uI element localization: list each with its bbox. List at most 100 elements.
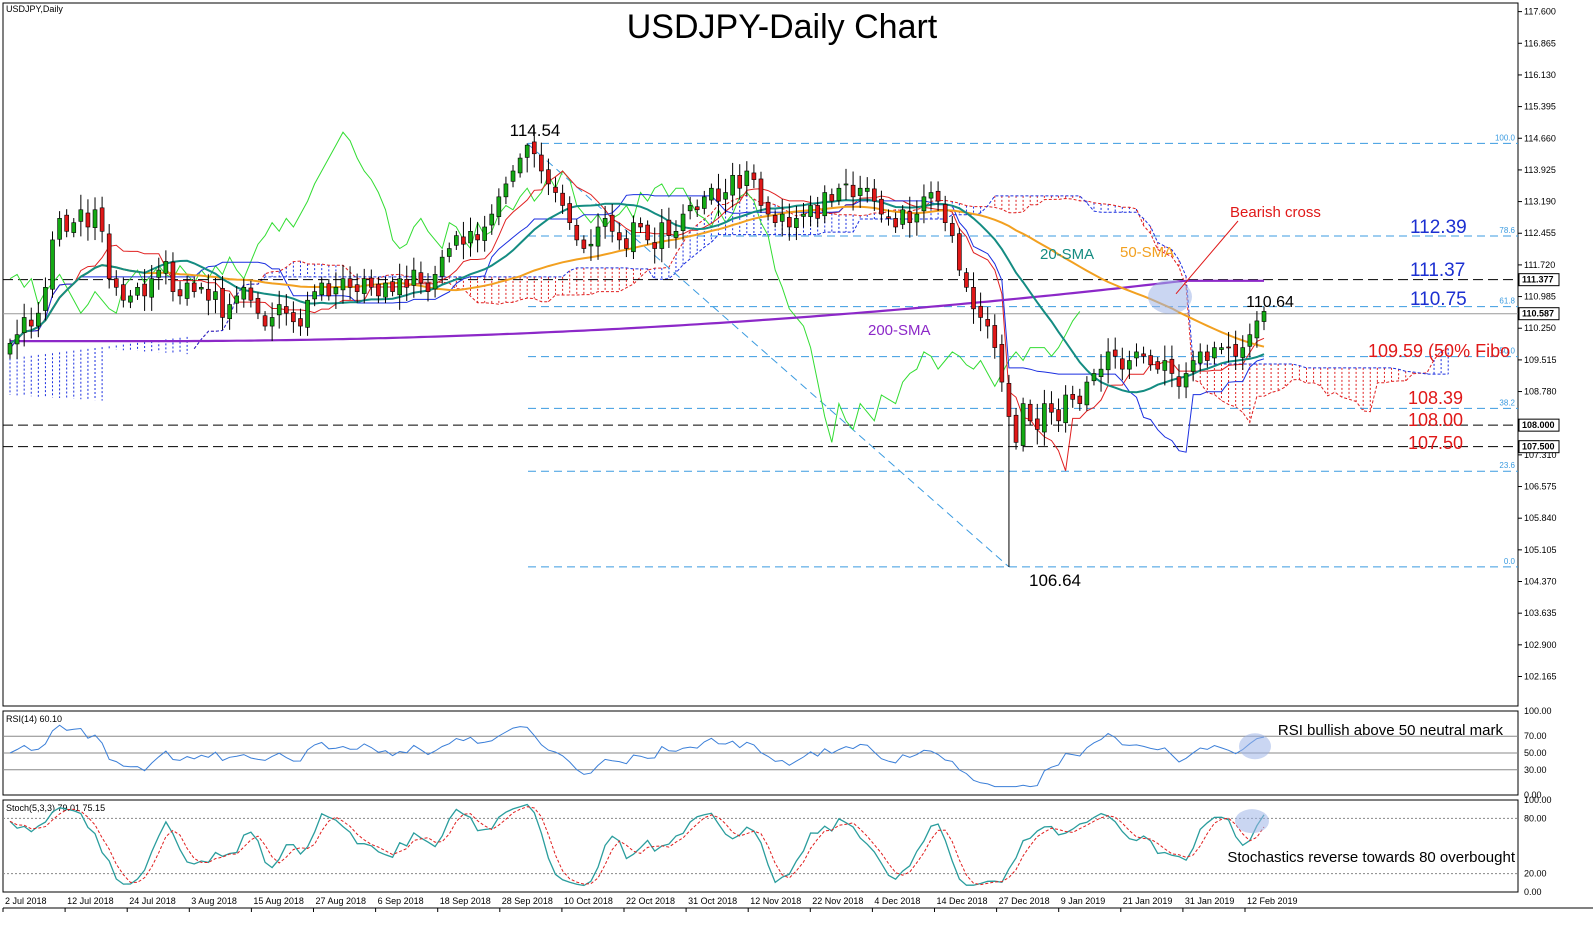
senkou-span-b [193,195,1449,375]
candle-body [864,187,870,192]
candle-body [652,242,658,249]
chart-annotation: 106.64 [1029,571,1081,590]
candle-body [1098,368,1104,377]
candle-body [850,184,856,198]
candle-body [206,288,211,301]
candle-body [333,287,339,295]
candle-body [553,186,558,193]
fib-level-label: 38.2 [1499,398,1515,407]
candle-body [1034,418,1040,430]
candle-body [921,196,927,212]
candle-body [7,343,13,355]
candle-body [191,282,197,292]
candle-body [1020,403,1026,446]
time-axis-label: 12 Jul 2018 [67,896,114,906]
candle-body [312,291,317,300]
candle-body [730,175,735,196]
candle-body [92,209,98,228]
candle-body [1169,358,1175,374]
price-axis-label: 113.190 [1524,197,1556,207]
price-axis-label: 116.865 [1524,38,1556,48]
price-axis-label: 102.900 [1524,640,1557,650]
rsi-annotation: RSI bullish above 50 neutral mark [1278,722,1504,739]
candle-body [1197,351,1203,364]
time-axis-label: 12 Nov 2018 [750,896,801,906]
candle-body [723,192,728,200]
kijun-sen [9,194,1265,453]
candle-body [588,243,594,247]
stoch-axis-label: 0.00 [1524,887,1542,897]
candle-body [376,283,381,297]
candle-body [1212,347,1217,359]
candle-body [21,317,27,334]
candle-body [28,319,34,327]
candle-body [758,178,764,206]
candle-body [468,231,473,244]
candle-body [1112,349,1118,357]
candle-body [305,299,310,328]
chart-annotation: 50-SMA [1120,244,1174,261]
candle-body [1063,394,1068,424]
time-axis-label: 18 Sep 2018 [440,896,491,906]
price-axis-label: 105.840 [1524,513,1557,523]
candle-body [1105,351,1111,371]
candle-body [184,282,190,299]
chart-annotation: 110.75 [1410,289,1467,310]
candle-body [702,196,707,209]
price-axis-label: 105.105 [1524,545,1557,555]
candle-body [787,217,792,228]
price-highlight-box [1518,418,1560,432]
price-axis-label: 112.455 [1524,228,1556,238]
chart-annotation: Bearish cross [1230,204,1321,221]
chart-annotation: 107.50 [1408,433,1463,453]
bearish-cross-highlight [1148,279,1192,314]
chart-annotation: 114.54 [510,121,561,140]
candle-body [595,226,601,247]
candle-body [57,218,62,240]
price-axis-label: 114.660 [1524,133,1556,143]
candle-body [1261,311,1267,322]
time-axis-label: 9 Jan 2019 [1061,896,1106,906]
candle-body [694,206,700,211]
fib-level-label: 0.0 [1504,557,1516,566]
candle-body [510,170,516,182]
candle-body [546,169,551,185]
candle-body [801,213,806,217]
candle-body [1006,383,1012,417]
candle-body [539,154,544,172]
candle-body [1162,360,1168,371]
candle-body [496,196,502,217]
candle-body [1155,361,1161,370]
candle-body [1190,360,1196,372]
candle-body [886,216,891,219]
candle-body [454,235,459,246]
candle-body [1120,358,1125,370]
senkou-span-a [193,194,1449,424]
sma-200-line [10,279,1264,343]
price-axis-label: 102.165 [1524,671,1557,681]
candle-body [78,209,84,222]
candle-body [964,272,969,288]
candle-body [404,279,410,288]
candle-body [269,317,275,327]
candle-body [673,231,679,238]
candle-body [1013,414,1019,443]
time-axis-label: 24 Jul 2018 [129,896,176,906]
candle-body [1042,403,1047,433]
candle-body [900,209,905,225]
candle-body [354,284,360,292]
chart-annotation: 108.00 [1408,410,1463,430]
price-axis-label: 110.985 [1524,292,1556,302]
chart-annotation: 20-SMA [1040,246,1094,263]
candle-body [772,215,778,223]
candle-body [524,144,530,158]
rsi-axis-label: 100.00 [1524,706,1552,716]
rsi-axis-label: 50.00 [1524,748,1547,758]
candle-body [942,204,948,223]
candle-body [645,224,650,241]
stoch-axis-label: 100.00 [1524,795,1552,805]
price-highlight-box [1518,273,1560,287]
candle-body [1049,403,1054,413]
candle-body [836,187,842,201]
